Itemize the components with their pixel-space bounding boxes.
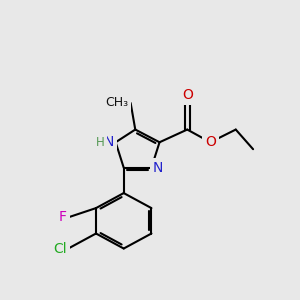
Text: H: H xyxy=(96,136,104,149)
Text: CH₃: CH₃ xyxy=(105,97,128,110)
Text: N: N xyxy=(153,161,163,175)
Text: Cl: Cl xyxy=(53,242,67,256)
Text: O: O xyxy=(205,135,216,149)
Text: F: F xyxy=(59,210,67,224)
Text: O: O xyxy=(182,88,193,102)
Text: N: N xyxy=(104,135,115,149)
